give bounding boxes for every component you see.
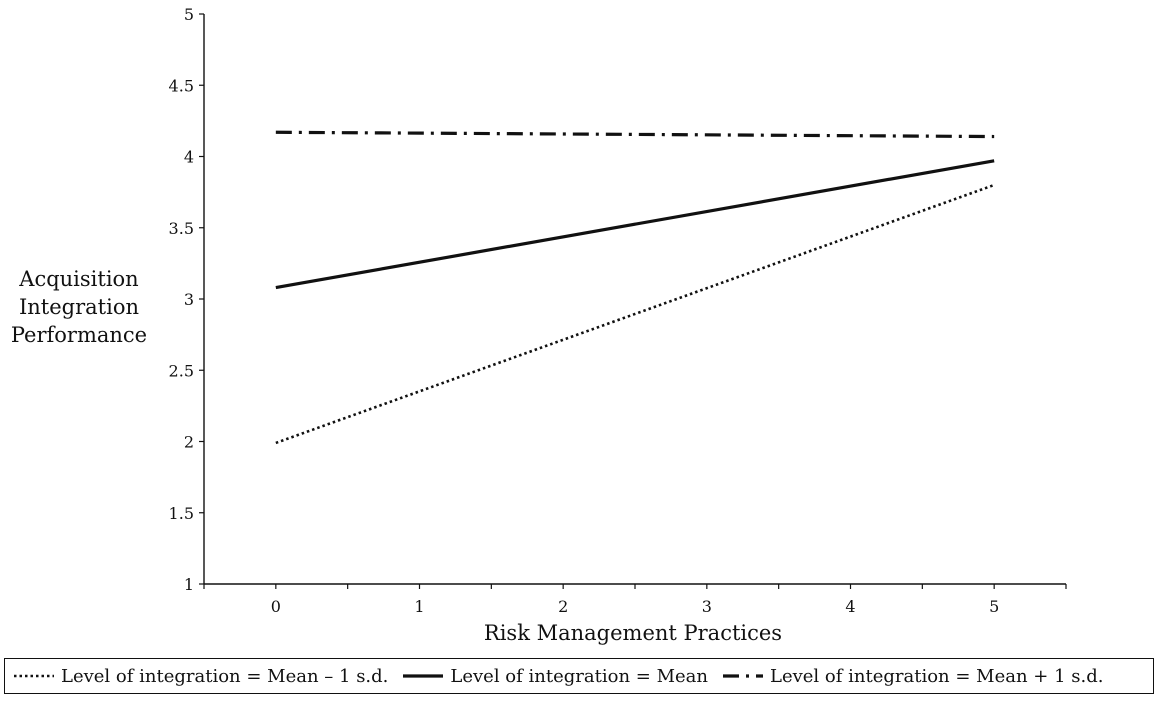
y-tick-label: 2.5 [169, 361, 194, 380]
y-axis-label: Acquisition Integration Performance [11, 267, 147, 347]
series-layer [275, 130, 995, 445]
legend-swatch [722, 674, 763, 678]
y-tick-label: 5 [184, 5, 194, 24]
x-tick-label: 0 [271, 597, 281, 616]
y-tick-label: 2 [184, 433, 194, 452]
x-tick-label: 5 [989, 597, 999, 616]
legend-label: Level of integration = Mean [450, 665, 708, 687]
x-tick-label: 4 [845, 597, 855, 616]
legend-label: Level of integration = Mean + 1 s.d. [769, 665, 1104, 687]
y-tick-label: 3.5 [169, 219, 194, 238]
y-tick-label: 1 [184, 575, 194, 594]
legend-swatch [403, 674, 444, 678]
legend: Level of integration = Mean – 1 s.d. Leve… [4, 658, 1154, 694]
x-tick-label: 1 [414, 597, 424, 616]
series-line-1 [275, 183, 995, 445]
legend-item-2: Level of integration = Mean [402, 666, 708, 687]
x-tick-label: 3 [702, 597, 712, 616]
line-chart: 1 1.5 2 2.5 3 3.5 4 4.5 5 0 1 2 3 4 5 Risk Management … [11, 5, 1067, 645]
series-line-2 [275, 159, 995, 290]
y-tick-label: 4 [184, 148, 194, 167]
axes-layer: 1 1.5 2 2.5 3 3.5 4 4.5 5 0 1 2 3 4 5 [169, 5, 1067, 616]
y-axis-label-line: Acquisition [18, 267, 138, 291]
x-axis-label: Risk Management Practices [484, 621, 782, 645]
x-tick-label: 2 [558, 597, 568, 616]
y-tick-label: 4.5 [169, 76, 194, 95]
legend-swatch [14, 674, 54, 678]
y-tick-label: 3 [184, 290, 194, 309]
y-axis-label-line: Performance [11, 323, 147, 347]
y-tick-label: 1.5 [169, 504, 194, 523]
legend-item-3: Level of integration = Mean + 1 s.d. [722, 666, 1103, 687]
legend-item-1: Level of integration = Mean – 1 s.d. [13, 666, 388, 687]
legend-label: Level of integration = Mean – 1 s.d. [61, 665, 389, 687]
series-line-3 [275, 130, 995, 139]
y-axis-label-line: Integration [19, 295, 139, 319]
